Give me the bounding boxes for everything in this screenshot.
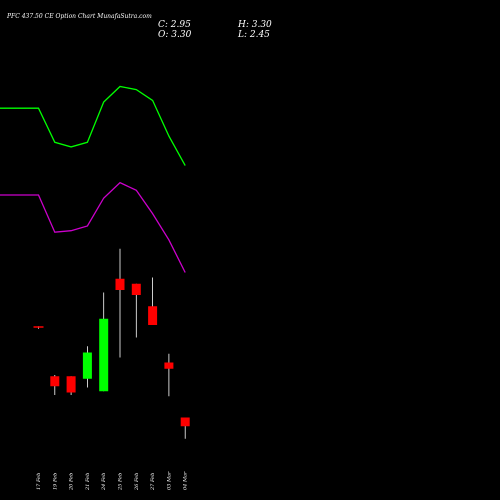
candle-body	[164, 362, 174, 369]
upper-band-line	[0, 85, 186, 166]
x-tick-label: 24 Feb	[101, 473, 107, 491]
candle-body	[148, 306, 158, 325]
candle-body	[99, 318, 109, 392]
chart-title: PFC 437.50 CE Option Chart MunafaSutra.c…	[6, 13, 152, 20]
x-tick-label: 19 Feb	[52, 473, 58, 490]
bands-layer	[0, 85, 186, 273]
candle-body	[180, 417, 190, 427]
x-tick-label: 27 Feb	[150, 473, 156, 491]
high-value: H: 3.30	[237, 20, 272, 30]
candle-body	[131, 283, 141, 295]
x-tick-label: 04 Mar	[183, 471, 189, 490]
candle-body	[66, 376, 76, 393]
x-tick-label: 17 Feb	[36, 473, 42, 490]
x-tick-label: 25 Feb	[118, 473, 124, 491]
low-value: L: 2.45	[237, 30, 270, 40]
x-tick-label: 03 Mar	[166, 471, 172, 490]
x-tick-label: 20 Feb	[69, 473, 75, 491]
candle-body	[50, 376, 60, 387]
open-value: O: 3.30	[158, 30, 192, 40]
candle-body	[82, 352, 92, 379]
candle-body	[33, 326, 44, 328]
x-tick-label: 26 Feb	[134, 473, 140, 491]
x-axis: 17 Feb 19 Feb 20 Feb 21 Feb 24 Feb 25 Feb 26 F…	[36, 471, 189, 491]
candles-layer	[33, 248, 190, 439]
candle-body	[115, 278, 125, 290]
x-tick-label: 21 Feb	[85, 473, 91, 491]
close-value: C: 2.95	[158, 20, 191, 30]
lower-band-line	[0, 181, 186, 273]
